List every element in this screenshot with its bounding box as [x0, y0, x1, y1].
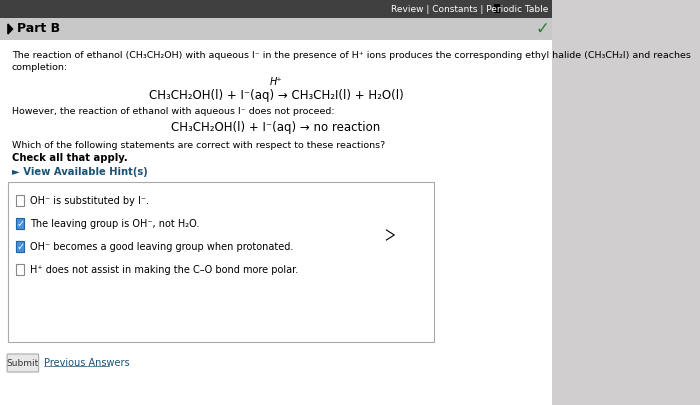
Text: CH₃CH₂OH(l) + I⁻(aq) → CH₃CH₂I(l) + H₂O(l): CH₃CH₂OH(l) + I⁻(aq) → CH₃CH₂I(l) + H₂O(… [148, 89, 403, 102]
Text: H⁺ does not assist in making the C–O bond more polar.: H⁺ does not assist in making the C–O bon… [30, 265, 298, 275]
FancyBboxPatch shape [16, 241, 25, 252]
Polygon shape [8, 24, 13, 34]
Text: completion:: completion: [12, 62, 68, 72]
Text: ✓: ✓ [16, 219, 25, 229]
Text: OH⁻ becomes a good leaving group when protonated.: OH⁻ becomes a good leaving group when pr… [30, 242, 293, 252]
Text: Which of the following statements are correct with respect to these reactions?: Which of the following statements are co… [12, 141, 385, 149]
FancyBboxPatch shape [16, 241, 25, 252]
Text: OH⁻ is substituted by I⁻.: OH⁻ is substituted by I⁻. [30, 196, 149, 206]
Text: ✓: ✓ [16, 242, 25, 252]
FancyBboxPatch shape [16, 218, 25, 229]
Text: The leaving group is OH⁻, not H₂O.: The leaving group is OH⁻, not H₂O. [30, 219, 200, 229]
Text: Check all that apply.: Check all that apply. [12, 153, 127, 163]
FancyBboxPatch shape [0, 0, 552, 18]
FancyBboxPatch shape [16, 218, 25, 229]
FancyBboxPatch shape [0, 40, 552, 405]
Text: Review | Constants | Periodic Table: Review | Constants | Periodic Table [391, 4, 548, 13]
Text: Previous Answers: Previous Answers [44, 358, 130, 368]
Text: The reaction of ethanol (CH₃CH₂OH) with aqueous I⁻ in the presence of H⁺ ions pr: The reaction of ethanol (CH₃CH₂OH) with … [12, 51, 691, 60]
Text: H⁺: H⁺ [270, 77, 282, 87]
FancyBboxPatch shape [16, 195, 25, 206]
Text: Part B: Part B [18, 23, 60, 36]
FancyBboxPatch shape [16, 264, 25, 275]
Text: CH₃CH₂OH(l) + I⁻(aq) → no reaction: CH₃CH₂OH(l) + I⁻(aq) → no reaction [172, 121, 381, 134]
Text: Submit: Submit [7, 358, 39, 367]
FancyBboxPatch shape [0, 18, 552, 40]
Text: ► View Available Hint(s): ► View Available Hint(s) [12, 167, 148, 177]
FancyBboxPatch shape [8, 182, 434, 342]
Bar [494, 4, 500, 13]
Text: However, the reaction of ethanol with aqueous I⁻ does not proceed:: However, the reaction of ethanol with aq… [12, 107, 335, 117]
FancyBboxPatch shape [7, 354, 38, 372]
Text: ✓: ✓ [536, 20, 550, 38]
